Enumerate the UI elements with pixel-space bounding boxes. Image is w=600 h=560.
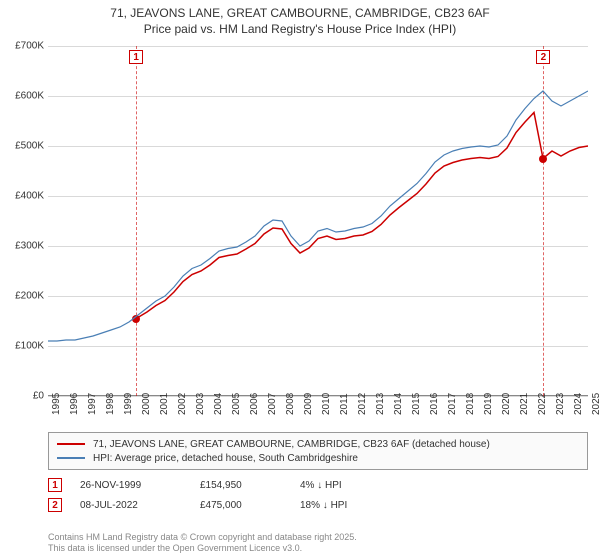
- x-tick-label: 2023: [555, 393, 566, 415]
- x-tick-label: 2025: [591, 393, 600, 415]
- sale-date: 08-JUL-2022: [80, 500, 200, 511]
- x-tick-label: 2012: [357, 393, 368, 415]
- line-canvas: [48, 46, 588, 396]
- legend-swatch: [57, 443, 85, 445]
- x-tick-label: 1998: [105, 393, 116, 415]
- chart-title-address: 71, JEAVONS LANE, GREAT CAMBOURNE, CAMBR…: [0, 0, 600, 20]
- y-tick-label: £200K: [4, 291, 44, 302]
- chart-title-sub: Price paid vs. HM Land Registry's House …: [0, 20, 600, 40]
- sale-row-1: 1 26-NOV-1999 £154,950 4% ↓ HPI: [48, 478, 588, 492]
- sale-date: 26-NOV-1999: [80, 480, 200, 491]
- x-tick-label: 2011: [339, 393, 350, 415]
- x-tick-label: 2021: [519, 393, 530, 415]
- x-tick-label: 2018: [465, 393, 476, 415]
- x-tick-label: 2016: [429, 393, 440, 415]
- y-tick-label: £0: [4, 391, 44, 402]
- sale-row-2: 2 08-JUL-2022 £475,000 18% ↓ HPI: [48, 498, 588, 512]
- legend-label: 71, JEAVONS LANE, GREAT CAMBOURNE, CAMBR…: [93, 439, 490, 450]
- x-tick-label: 2013: [375, 393, 386, 415]
- y-tick-label: £300K: [4, 241, 44, 252]
- legend-label: HPI: Average price, detached house, Sout…: [93, 453, 358, 464]
- x-tick-label: 2008: [285, 393, 296, 415]
- x-tick-label: 1997: [87, 393, 98, 415]
- x-tick-label: 1999: [123, 393, 134, 415]
- sale-price: £154,950: [200, 480, 300, 491]
- x-tick-label: 2022: [537, 393, 548, 415]
- x-tick-label: 2010: [321, 393, 332, 415]
- footer-line2: This data is licensed under the Open Gov…: [48, 543, 588, 554]
- x-tick-label: 2009: [303, 393, 314, 415]
- x-tick-label: 2001: [159, 393, 170, 415]
- y-tick-label: £100K: [4, 341, 44, 352]
- x-tick-label: 2015: [411, 393, 422, 415]
- sale-pct: 18% ↓ HPI: [300, 500, 410, 511]
- legend-item: 71, JEAVONS LANE, GREAT CAMBOURNE, CAMBR…: [57, 437, 579, 451]
- x-tick-label: 1996: [69, 393, 80, 415]
- footer-line1: Contains HM Land Registry data © Crown c…: [48, 532, 588, 543]
- x-tick-label: 2004: [213, 393, 224, 415]
- chart-container: 71, JEAVONS LANE, GREAT CAMBOURNE, CAMBR…: [0, 0, 600, 560]
- x-tick-label: 1995: [51, 393, 62, 415]
- x-tick-label: 2003: [195, 393, 206, 415]
- series-hpi: [48, 91, 588, 341]
- x-tick-label: 2019: [483, 393, 494, 415]
- y-tick-label: £700K: [4, 41, 44, 52]
- x-tick-label: 2002: [177, 393, 188, 415]
- x-tick-label: 2005: [231, 393, 242, 415]
- x-tick-label: 2007: [267, 393, 278, 415]
- y-tick-label: £500K: [4, 141, 44, 152]
- x-tick-label: 2000: [141, 393, 152, 415]
- x-tick-label: 2020: [501, 393, 512, 415]
- legend: 71, JEAVONS LANE, GREAT CAMBOURNE, CAMBR…: [48, 432, 588, 470]
- legend-swatch: [57, 457, 85, 459]
- x-tick-label: 2017: [447, 393, 458, 415]
- sale-marker-2: 2: [48, 498, 62, 512]
- series-address: [136, 113, 588, 319]
- sale-marker-1: 1: [48, 478, 62, 492]
- legend-item: HPI: Average price, detached house, Sout…: [57, 451, 579, 465]
- footer-attribution: Contains HM Land Registry data © Crown c…: [48, 532, 588, 554]
- x-tick-label: 2024: [573, 393, 584, 415]
- y-tick-label: £400K: [4, 191, 44, 202]
- y-tick-label: £600K: [4, 91, 44, 102]
- sale-price: £475,000: [200, 500, 300, 511]
- x-tick-label: 2006: [249, 393, 260, 415]
- x-tick-label: 2014: [393, 393, 404, 415]
- sale-pct: 4% ↓ HPI: [300, 480, 410, 491]
- plot-area: £0£100K£200K£300K£400K£500K£600K£700K199…: [48, 46, 588, 396]
